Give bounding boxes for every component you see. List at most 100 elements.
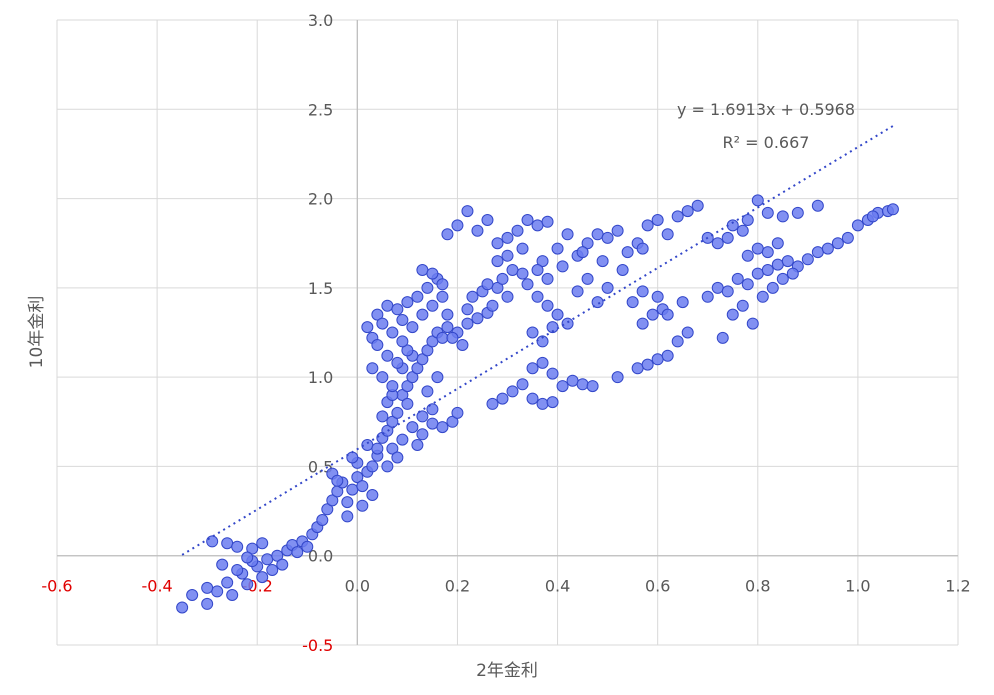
data-point: [461, 317, 474, 330]
data-point: [531, 264, 544, 276]
data-point: [571, 285, 584, 298]
y-axis-title: 10年金利: [27, 296, 47, 369]
x-tick-label: -0.4: [142, 577, 173, 596]
data-point: [351, 471, 364, 484]
data-point: [386, 442, 399, 455]
data-point: [886, 203, 899, 216]
data-point: [541, 299, 554, 312]
data-point: [396, 433, 409, 446]
data-point: [636, 317, 649, 330]
data-point: [616, 264, 629, 276]
data-point: [231, 540, 244, 553]
data-point: [776, 272, 789, 285]
data-point: [556, 260, 569, 273]
data-point: [201, 597, 214, 610]
data-point: [591, 296, 604, 309]
data-point: [811, 199, 824, 212]
data-point: [581, 237, 594, 250]
data-point: [346, 451, 359, 464]
data-point: [576, 378, 589, 391]
data-point: [241, 551, 254, 564]
data-point: [401, 296, 414, 309]
data-point: [831, 237, 844, 250]
data-point: [486, 397, 499, 410]
data-point: [551, 308, 564, 321]
data-point: [381, 460, 394, 473]
data-point: [246, 542, 259, 555]
data-point: [381, 424, 394, 437]
data-point: [576, 246, 589, 259]
data-point: [346, 483, 359, 496]
data-point: [636, 285, 649, 298]
data-point: [536, 397, 549, 410]
data-point: [426, 267, 439, 280]
data-point: [561, 228, 574, 241]
data-point: [416, 410, 429, 423]
data-point: [461, 205, 474, 218]
data-point: [436, 278, 449, 291]
data-point: [531, 219, 544, 232]
data-point: [481, 278, 494, 291]
data-point: [496, 392, 509, 405]
data-point: [546, 367, 559, 380]
data-point: [266, 564, 279, 576]
data-point: [226, 589, 239, 601]
data-point: [451, 219, 464, 232]
data-point: [681, 326, 694, 339]
data-point: [256, 537, 269, 550]
trendline: [181, 125, 894, 556]
data-point: [486, 299, 499, 312]
data-point: [761, 264, 774, 276]
data-point: [581, 272, 594, 285]
data-point: [646, 308, 659, 321]
data-point: [586, 380, 599, 393]
y-tick-label: 1.0: [308, 368, 333, 387]
y-tick-label: 3.0: [308, 11, 333, 30]
data-point: [406, 321, 419, 334]
data-point: [431, 371, 444, 384]
data-point: [411, 439, 424, 451]
data-point: [641, 358, 654, 371]
data-point: [761, 206, 774, 219]
data-point: [691, 199, 704, 212]
x-tick-label: 1.0: [845, 577, 870, 596]
data-point: [481, 214, 494, 226]
x-axis-title: 2年金利: [476, 661, 538, 681]
data-point: [741, 278, 754, 291]
y-tick-label: 0.0: [308, 547, 333, 566]
data-point: [516, 267, 529, 280]
data-point: [391, 451, 404, 464]
x-tick-label: 0.4: [545, 577, 570, 596]
data-point: [851, 219, 864, 232]
data-point: [651, 290, 664, 303]
r-squared-label: R² = 0.667: [723, 133, 810, 152]
data-point: [501, 231, 514, 244]
y-tick-label: 1.5: [308, 279, 333, 298]
data-point: [506, 264, 519, 276]
data-point: [341, 496, 354, 509]
data-point: [866, 210, 879, 223]
data-point: [391, 356, 404, 369]
data-point: [781, 255, 794, 268]
data-point: [511, 224, 524, 237]
data-point: [231, 564, 244, 576]
data-point: [821, 242, 834, 255]
data-point: [416, 264, 429, 276]
data-point: [731, 272, 744, 285]
data-point: [436, 290, 449, 303]
data-point: [421, 281, 434, 294]
data-point: [671, 210, 684, 223]
data-point: [526, 362, 539, 375]
data-point: [741, 249, 754, 262]
data-point: [321, 503, 334, 516]
x-tick-labels: -0.6 -0.4 -0.2 0.0 0.2 0.4 0.6 0.8 1.0 1.2: [41, 577, 970, 596]
data-point: [516, 242, 529, 255]
data-point: [446, 415, 459, 428]
data-point: [526, 326, 539, 339]
data-point: [451, 406, 464, 419]
data-point: [401, 344, 414, 357]
data-point: [721, 231, 734, 244]
data-point: [441, 321, 454, 334]
data-point: [611, 371, 624, 384]
data-point: [751, 194, 764, 207]
